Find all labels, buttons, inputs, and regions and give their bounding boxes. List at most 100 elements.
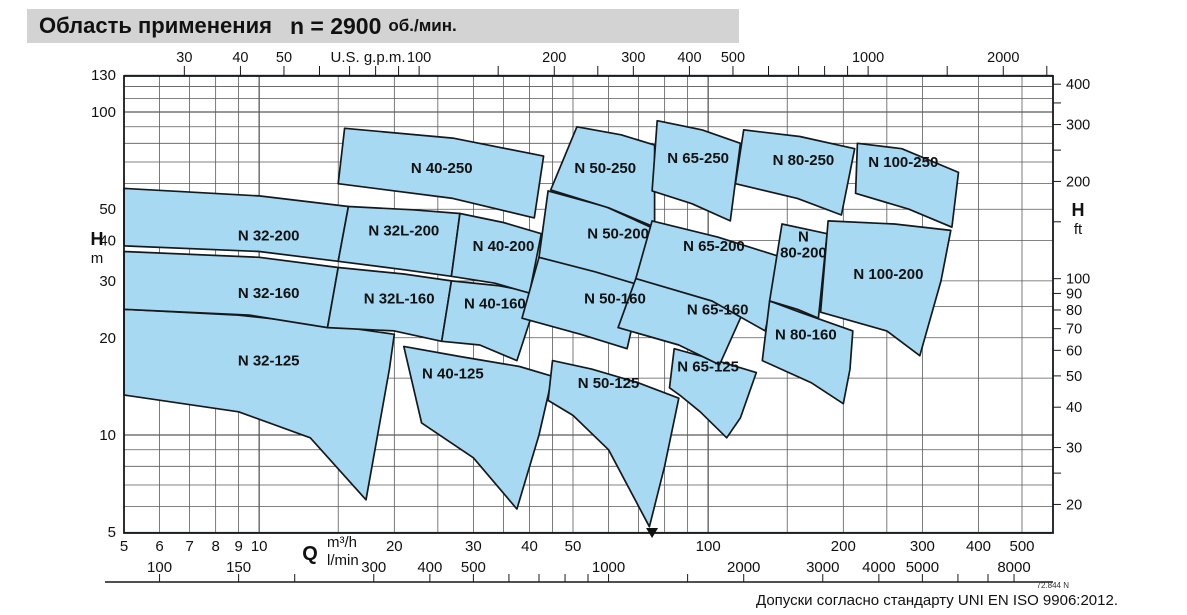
right-axis-label: 20	[1066, 497, 1082, 513]
lmin-axis-label: 2000	[727, 559, 760, 576]
top-axis-label: 30	[176, 50, 192, 66]
right-axis-unit: ft	[1074, 221, 1083, 238]
bottom-axis-m3h-label: 8	[211, 538, 219, 555]
plot-frame	[123, 75, 1054, 534]
top-axis-label: 300	[621, 50, 645, 66]
region-label-n-80-200: 80-200	[780, 245, 827, 262]
bottom-axis-m3h-label: 500	[1009, 538, 1034, 555]
region-label-n-65-250: N 65-250	[667, 150, 729, 167]
left-axis-label: 100	[91, 104, 116, 121]
right-axis-label: 400	[1066, 77, 1090, 93]
region-n-32l-200	[337, 205, 461, 278]
region-label-n-80-250: N 80-250	[773, 152, 835, 169]
document-number: 72.844 N	[1036, 581, 1069, 590]
top-axis-label: 40	[232, 50, 248, 66]
region-label-n-40-250: N 40-250	[411, 160, 473, 177]
region-label-n-100-250: N 100-250	[868, 154, 938, 171]
region-label-n-50-125: N 50-125	[578, 375, 640, 392]
right-axis-label: 50	[1066, 369, 1082, 385]
region-n-40-125	[402, 345, 554, 510]
top-axis-label: 200	[542, 50, 566, 66]
left-axis-label: 10	[99, 427, 116, 444]
left-axis-label: 130	[91, 67, 116, 84]
title-bar: Область применения n = 2900 об./мин.	[27, 9, 739, 43]
bottom-axis-m3h-label: 50	[565, 538, 582, 555]
region-label-n-32-125: N 32-125	[238, 353, 300, 370]
top-axis-label: 1000	[852, 50, 884, 66]
top-axis-label: 2000	[987, 50, 1019, 66]
left-axis-title: H	[91, 229, 104, 249]
region-label-n-40-125: N 40-125	[422, 366, 484, 383]
bottom-axis-m3h-label: 6	[155, 538, 163, 555]
marker-arrow-icon	[646, 528, 659, 538]
region-label-n-32l-160: N 32L-160	[364, 290, 435, 307]
right-axis-label: 200	[1066, 174, 1090, 190]
region-label-n-65-125: N 65-125	[677, 358, 739, 375]
bottom-axis-m3h-label: 200	[831, 538, 856, 555]
lmin-axis-label: 300	[361, 559, 386, 576]
lmin-axis-label: 1000	[592, 559, 625, 576]
top-axis-label: 100	[407, 50, 431, 66]
bottom-axis-m3h-label: 7	[185, 538, 193, 555]
top-axis-unit: U.S. g.p.m.	[330, 49, 405, 66]
region-label-n-65-160: N 65-160	[687, 301, 749, 318]
left-axis-label: 40	[99, 233, 116, 250]
top-axis-label: 400	[677, 50, 701, 66]
bottom-axis-m3h-label: 9	[234, 538, 242, 555]
region-label-n-65-200: N 65-200	[683, 238, 745, 255]
lmin-axis-label: 8000	[997, 559, 1030, 576]
region-label-n-50-250: N 50-250	[574, 160, 636, 177]
bottom-axis-m3h-label: 5	[120, 538, 128, 555]
region-n-32-200	[123, 187, 350, 263]
region-n-100-250	[854, 142, 960, 229]
top-axis-label: 50	[276, 50, 292, 66]
region-label-n-40-160: N 40-160	[464, 296, 526, 313]
left-axis-label: 20	[99, 330, 116, 347]
region-n-40-250	[337, 127, 545, 219]
lmin-axis-label: 3000	[806, 559, 839, 576]
lmin-axis-label: 400	[417, 559, 442, 576]
region-n-50-125	[547, 359, 680, 528]
region-n-80-250	[734, 129, 856, 216]
region-n-40-160	[440, 280, 540, 362]
lmin-axis-label: 100	[147, 559, 172, 576]
left-axis-unit: m	[91, 250, 104, 267]
title-speed-unit: об./мин.	[388, 16, 457, 35]
bottom-axis-m3h-label: 400	[966, 538, 991, 555]
page-title: Область применения	[39, 13, 272, 38]
standard-note: Допуски согласно стандарту UNI EN ISO 99…	[756, 592, 1118, 609]
right-axis-label: 300	[1066, 118, 1090, 134]
region-label-n-80-160: N 80-160	[775, 326, 837, 343]
lmin-axis-label: 5000	[906, 559, 939, 576]
lmin-axis-label: 150	[226, 559, 251, 576]
region-label-n-100-200: N 100-200	[853, 266, 923, 283]
region-label-n-32l-200: N 32L-200	[368, 222, 439, 239]
region-label-n-80-200: N	[798, 229, 809, 246]
right-axis-label: 30	[1066, 441, 1082, 457]
bottom-axis-m3h-label: 300	[910, 538, 935, 555]
lmin-axis-label: 500	[461, 559, 486, 576]
region-label-n-40-200: N 40-200	[473, 238, 535, 255]
flow-axis-title: Q	[302, 543, 318, 565]
top-axis-label: 500	[721, 50, 745, 66]
region-label-n-32-160: N 32-160	[238, 285, 300, 302]
region-n-80-160	[761, 300, 854, 405]
right-axis-title: H	[1072, 200, 1085, 220]
right-axis-label: 100	[1066, 272, 1090, 288]
region-n-100-200	[819, 220, 952, 357]
bottom-axis-m3h-label: 40	[521, 538, 538, 555]
bottom-axis-m3h-label: 100	[696, 538, 721, 555]
right-axis-label: 40	[1066, 400, 1082, 416]
right-axis-label: 70	[1066, 322, 1082, 338]
right-axis-label: 90	[1066, 286, 1082, 302]
lmin-axis-label: 4000	[862, 559, 895, 576]
left-axis-label: 5	[108, 524, 116, 541]
region-label-n-50-200: N 50-200	[587, 226, 649, 243]
left-axis-label: 50	[99, 201, 116, 218]
right-axis-label: 60	[1066, 343, 1082, 359]
flow-axis-unit-lmin: l/min	[327, 552, 359, 569]
region-n-80-200	[768, 223, 828, 320]
